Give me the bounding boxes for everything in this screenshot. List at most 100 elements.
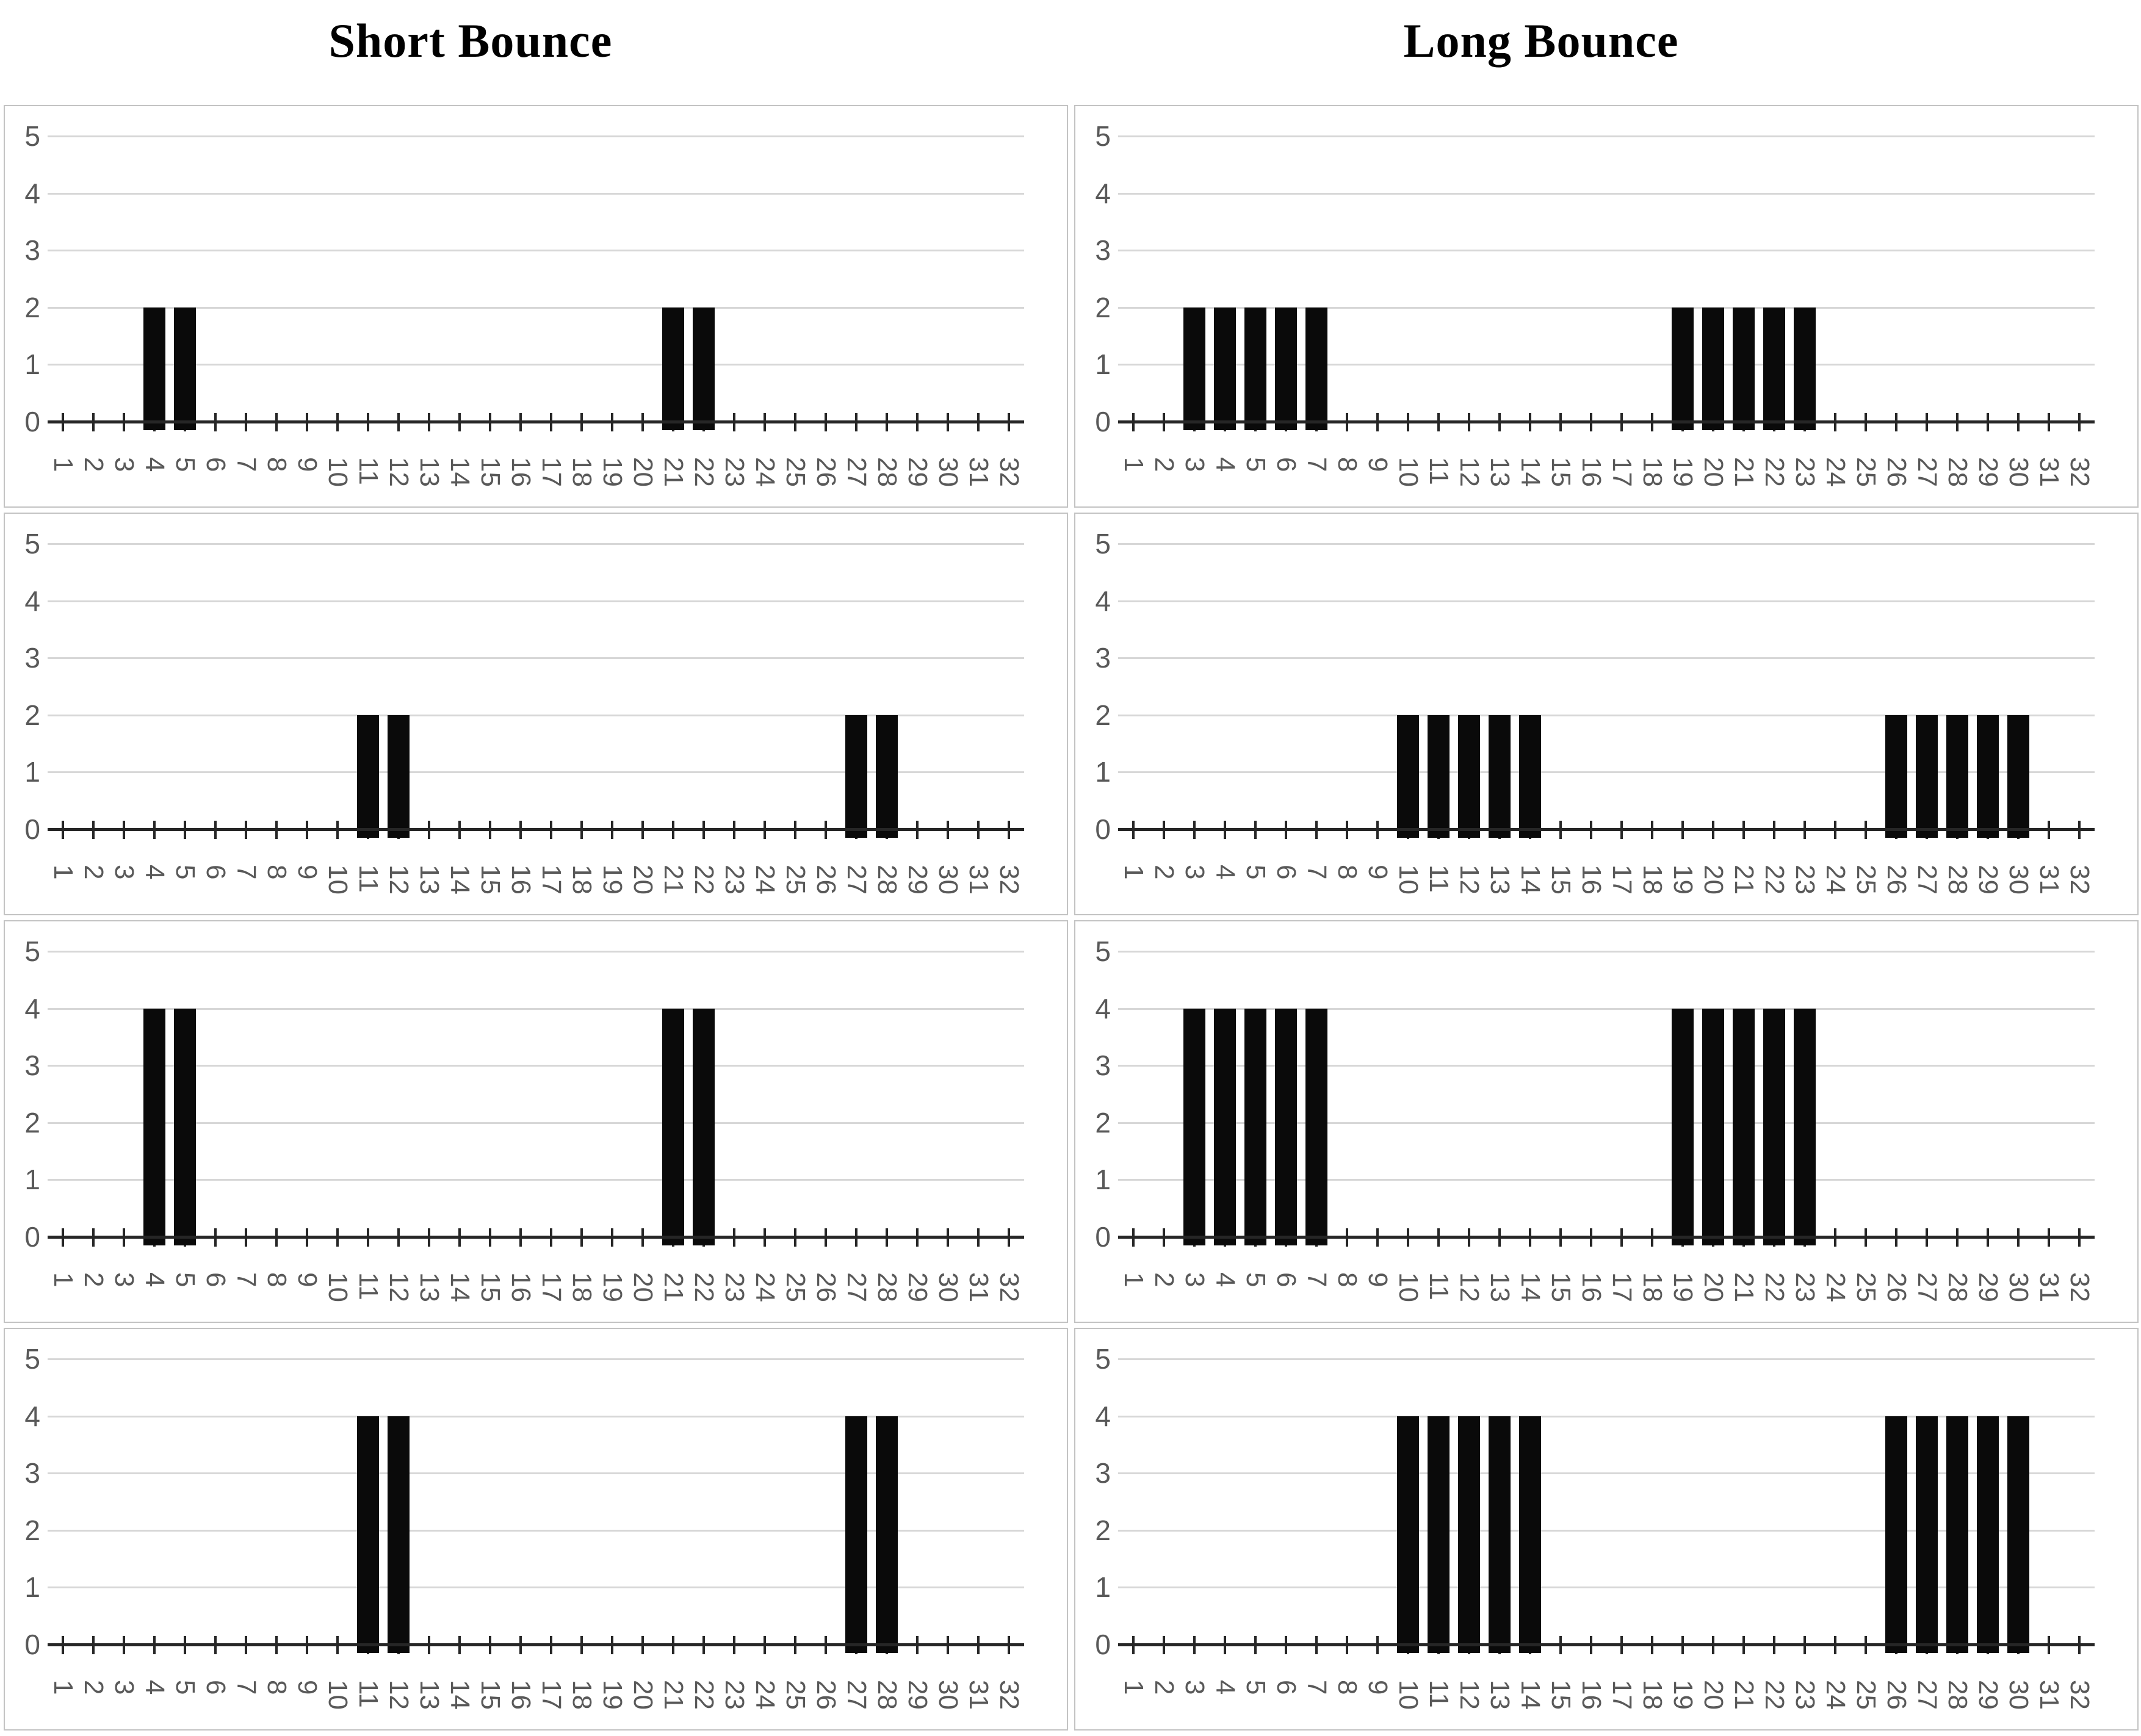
x-axis-label-17: 17 bbox=[536, 865, 566, 895]
x-axis-label-12: 12 bbox=[1454, 1680, 1484, 1710]
x-axis-label-12: 12 bbox=[384, 1680, 414, 1710]
x-axis-label-2: 2 bbox=[79, 1272, 109, 1288]
bar-x29-value4 bbox=[1977, 1416, 1999, 1653]
x-axis-label-8: 8 bbox=[262, 1272, 292, 1288]
x-axis-label-20: 20 bbox=[628, 1272, 658, 1302]
y-axis-label-5: 5 bbox=[24, 120, 40, 152]
x-axis-label-4: 4 bbox=[140, 1680, 170, 1695]
gridline-y2 bbox=[1118, 714, 2095, 716]
x-axis-label-32: 32 bbox=[994, 1680, 1024, 1710]
x-axis-label-32: 32 bbox=[2065, 865, 2095, 895]
y-axis-label-0: 0 bbox=[1095, 813, 1111, 845]
bar-x22-value4 bbox=[1763, 1009, 1785, 1245]
x-axis-label-25: 25 bbox=[1851, 1680, 1881, 1710]
bar-x7-value4 bbox=[1305, 1009, 1327, 1245]
x-axis-label-10: 10 bbox=[1393, 457, 1423, 487]
y-axis-label-2: 2 bbox=[1095, 291, 1111, 323]
column-title-short-bounce: Short Bounce bbox=[328, 14, 613, 67]
gridline-y5 bbox=[1118, 543, 2095, 545]
x-axis-label-30: 30 bbox=[2004, 457, 2034, 487]
x-axis-label-5: 5 bbox=[170, 1272, 200, 1288]
x-axis-label-30: 30 bbox=[933, 457, 963, 487]
x-axis-label-1: 1 bbox=[1119, 457, 1149, 472]
chart-panel-short-row2: 0 1 2 3 4 5 1 2 3 4 5 6 7 8 9 10 11 12 13 14 15 16 17 18 19 20 21 2… bbox=[4, 513, 1068, 915]
x-axis-label-7: 7 bbox=[231, 1680, 261, 1695]
y-axis-label-1: 1 bbox=[1095, 1164, 1111, 1195]
x-axis-label-11: 11 bbox=[1424, 457, 1454, 485]
y-axis-label-4: 4 bbox=[24, 585, 40, 617]
x-axis-label-27: 27 bbox=[842, 1680, 872, 1710]
x-axis-label-7: 7 bbox=[1302, 457, 1332, 472]
x-axis-label-32: 32 bbox=[994, 457, 1024, 487]
x-axis-label-20: 20 bbox=[628, 865, 658, 895]
x-axis-label-6: 6 bbox=[201, 865, 231, 880]
x-axis-label-9: 9 bbox=[1363, 865, 1393, 880]
x-axis-label-5: 5 bbox=[1241, 1680, 1271, 1695]
bar-x22-value2 bbox=[693, 308, 715, 430]
y-axis-label-5: 5 bbox=[1095, 1343, 1111, 1375]
y-axis-label-0: 0 bbox=[24, 1628, 40, 1660]
bar-x12-value2 bbox=[388, 715, 410, 838]
x-axis-label-22: 22 bbox=[689, 1680, 719, 1710]
x-axis-label-16: 16 bbox=[1576, 1272, 1606, 1302]
x-axis-label-11: 11 bbox=[353, 865, 383, 893]
x-axis-label-22: 22 bbox=[1760, 1272, 1789, 1302]
x-axis-label-23: 23 bbox=[720, 1680, 749, 1710]
gridline-y1 bbox=[1118, 1587, 2095, 1588]
x-axis-label-17: 17 bbox=[536, 457, 566, 487]
x-axis-label-6: 6 bbox=[1271, 457, 1301, 472]
x-axis-label-8: 8 bbox=[262, 865, 292, 880]
x-axis-label-29: 29 bbox=[1973, 1272, 2003, 1302]
x-axis-label-27: 27 bbox=[842, 457, 872, 487]
x-axis-label-30: 30 bbox=[2004, 1680, 2034, 1710]
x-axis-label-2: 2 bbox=[1149, 865, 1179, 880]
x-axis-label-9: 9 bbox=[1363, 1680, 1393, 1695]
y-axis-label-4: 4 bbox=[1095, 177, 1111, 209]
x-axis-label-24: 24 bbox=[750, 865, 780, 895]
bar-x13-value4 bbox=[1489, 1416, 1511, 1653]
x-axis-label-25: 25 bbox=[1851, 457, 1881, 487]
y-axis-label-3: 3 bbox=[1095, 642, 1111, 674]
x-axis-label-3: 3 bbox=[1180, 1680, 1210, 1695]
x-axis-label-27: 27 bbox=[1912, 865, 1942, 895]
x-axis-label-4: 4 bbox=[140, 1272, 170, 1288]
x-axis-label-10: 10 bbox=[323, 1680, 353, 1710]
gridline-y3 bbox=[48, 1065, 1024, 1067]
gridline-y5 bbox=[48, 135, 1024, 137]
y-axis-label-1: 1 bbox=[24, 1164, 40, 1195]
y-axis-label-1: 1 bbox=[24, 756, 40, 788]
x-axis-label-24: 24 bbox=[1821, 865, 1850, 895]
bar-x11-value4 bbox=[1428, 1416, 1450, 1653]
x-axis-label-14: 14 bbox=[1515, 865, 1545, 895]
x-axis-line bbox=[48, 1236, 1024, 1239]
bar-x19-value2 bbox=[1672, 308, 1694, 430]
x-axis-label-32: 32 bbox=[2065, 1272, 2095, 1302]
x-axis-label-28: 28 bbox=[872, 865, 902, 895]
x-axis-label-26: 26 bbox=[1882, 1680, 1912, 1710]
gridline-y5 bbox=[48, 951, 1024, 953]
x-axis-label-25: 25 bbox=[781, 865, 811, 895]
x-axis-label-1: 1 bbox=[48, 865, 78, 880]
x-axis-label-6: 6 bbox=[201, 1272, 231, 1288]
bar-x4-value4 bbox=[1214, 1009, 1236, 1245]
bar-x3-value4 bbox=[1183, 1009, 1205, 1245]
x-axis-label-17: 17 bbox=[1607, 1272, 1637, 1302]
x-axis-label-23: 23 bbox=[720, 1272, 749, 1302]
y-axis-label-0: 0 bbox=[24, 405, 40, 438]
y-axis-label-3: 3 bbox=[1095, 234, 1111, 266]
x-axis-label-32: 32 bbox=[2065, 457, 2095, 487]
gridline-y3 bbox=[48, 250, 1024, 251]
x-axis-label-28: 28 bbox=[1943, 457, 1973, 487]
x-axis-label-10: 10 bbox=[1393, 865, 1423, 895]
y-axis-label-3: 3 bbox=[1095, 1050, 1111, 1081]
x-axis-label-16: 16 bbox=[1576, 1680, 1606, 1710]
x-axis-label-26: 26 bbox=[1882, 865, 1912, 895]
x-axis-label-16: 16 bbox=[506, 1680, 536, 1710]
bar-x22-value4 bbox=[693, 1009, 715, 1245]
x-axis-label-31: 31 bbox=[964, 1272, 994, 1302]
x-axis-label-17: 17 bbox=[1607, 457, 1637, 487]
x-axis-label-19: 19 bbox=[1668, 1680, 1698, 1710]
bar-x11-value2 bbox=[357, 715, 379, 838]
x-axis-label-22: 22 bbox=[1760, 457, 1789, 487]
x-axis-label-19: 19 bbox=[1668, 457, 1698, 487]
